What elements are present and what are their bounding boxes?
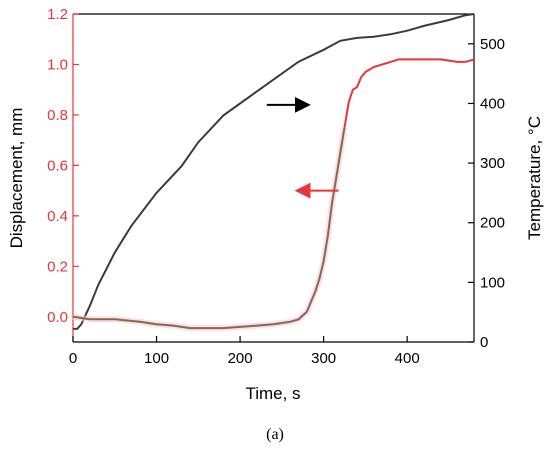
right-y-axis-label-text: Temperature, [525,135,544,240]
left-axis-ticks: 0.0 0.2 0.4 0.6 0.8 1.0 1.2 [47,6,79,326]
left-tick-label: 0.8 [47,107,68,124]
displacement-line-low [72,127,346,330]
left-y-axis-label: Displacement, mm [7,108,26,249]
left-tick-label: 0.0 [47,309,68,326]
annotation-arrows [266,96,339,199]
right-y-axis-label: Temperature, °C [525,116,544,240]
x-axis-label: Time, s [245,384,300,403]
x-tick-label: 400 [395,350,420,367]
temperature-line [73,13,475,330]
right-tick-label: 0 [480,334,488,351]
right-tick-label: 300 [480,155,505,172]
chart-svg: 0 100 200 300 400 0.0 0.2 0.4 0.6 0.8 1.0 1.2 0 100… [7,6,544,403]
x-tick-label: 0 [69,350,77,367]
x-tick-label: 300 [311,350,336,367]
figure-caption: (a) [266,426,284,443]
left-tick-label: 0.6 [47,157,68,174]
left-tick-label: 0.2 [47,258,68,275]
left-tick-label: 0.4 [47,208,68,225]
left-tick-label: 1.0 [47,56,68,73]
right-y-axis-label-unit: °C [525,116,544,135]
right-tick-label: 500 [480,36,505,53]
x-tick-label: 100 [144,350,169,367]
x-axis-ticks: 0 100 200 300 400 [69,336,420,367]
plot-frame [72,13,475,343]
x-tick-label: 200 [228,350,253,367]
left-tick-label: 1.2 [47,6,68,23]
right-tick-label: 200 [480,215,505,232]
series-layer [72,13,475,332]
right-tick-label: 400 [480,95,505,112]
right-tick-label: 100 [480,274,505,291]
right-axis-ticks: 0 100 200 300 400 500 [468,36,505,351]
displacement-line-high [343,58,475,128]
displacement-halo [72,127,348,332]
